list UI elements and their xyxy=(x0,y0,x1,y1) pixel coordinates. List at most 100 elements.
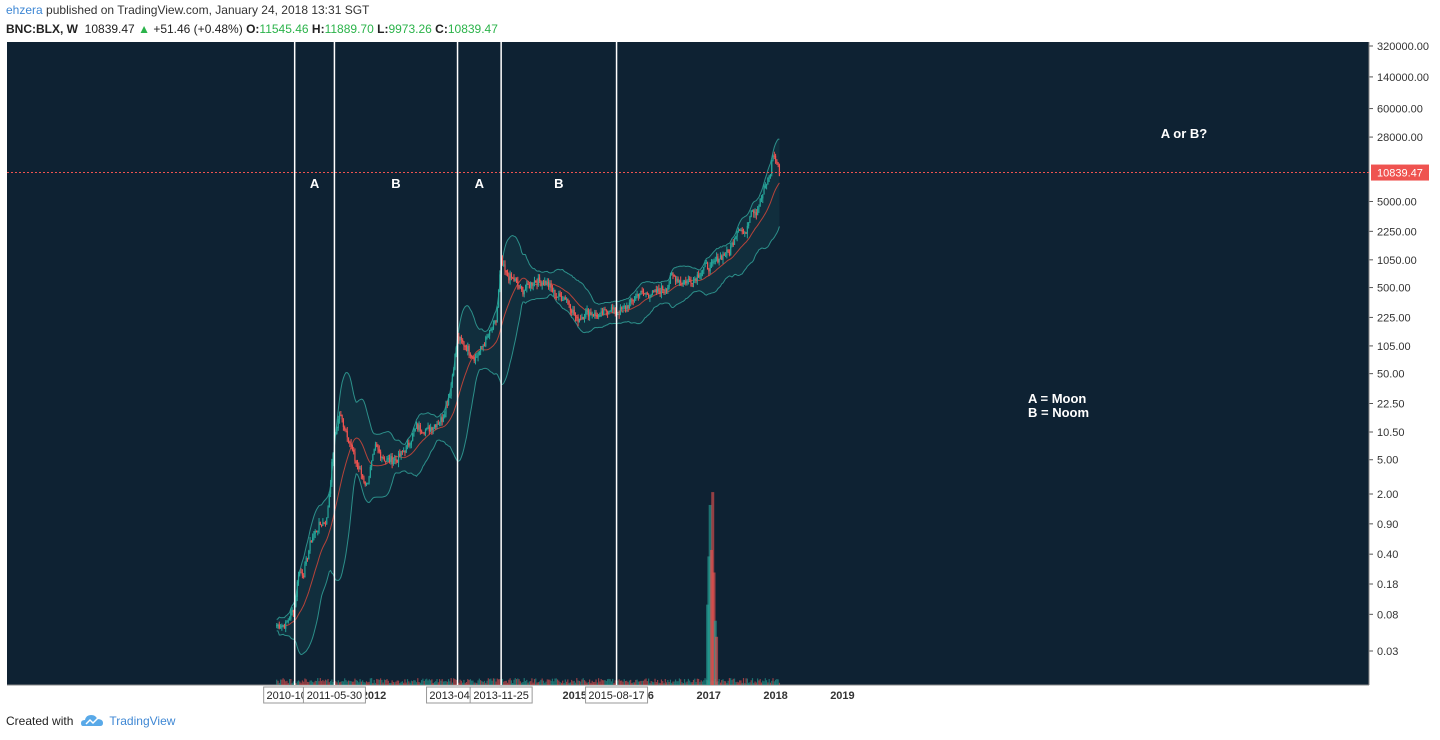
candle-body xyxy=(386,458,388,462)
candle-body xyxy=(533,280,536,285)
volume-bar xyxy=(414,680,416,685)
candle-body xyxy=(678,280,680,283)
candle-body xyxy=(644,293,646,295)
volume-bar xyxy=(290,678,292,685)
candle-body xyxy=(583,317,586,320)
candle-body xyxy=(367,483,369,485)
candle-body xyxy=(310,541,312,543)
candle-body xyxy=(418,425,420,430)
candle-body xyxy=(486,336,488,338)
candle-body xyxy=(431,427,433,431)
candle-body xyxy=(524,288,527,291)
volume-bar xyxy=(624,681,627,685)
candle-body xyxy=(728,251,731,255)
volume-bar xyxy=(533,679,536,685)
candle-body xyxy=(639,294,641,297)
candle-body xyxy=(376,444,378,447)
volume-bar xyxy=(604,680,606,685)
candle-body xyxy=(497,290,500,307)
candle-body xyxy=(710,262,713,266)
volume-bar xyxy=(319,678,321,685)
low-value: 9973.26 xyxy=(388,22,432,36)
volume-bar xyxy=(329,680,332,685)
marker-date-label: 2011-05-30 xyxy=(307,690,362,702)
volume-bar xyxy=(636,679,638,685)
candle-body xyxy=(371,460,373,468)
volume-bar xyxy=(291,682,293,685)
candle-body xyxy=(354,451,356,462)
marker-date-badge xyxy=(302,686,366,704)
candle-body xyxy=(673,274,675,277)
candle-body xyxy=(610,307,613,312)
candle-body xyxy=(449,396,451,398)
volume-bar xyxy=(537,682,539,685)
candles-group xyxy=(276,151,781,633)
volume-bar xyxy=(367,682,369,685)
volume-bar xyxy=(473,682,475,685)
candle-body xyxy=(536,282,538,286)
volume-bar xyxy=(621,680,623,685)
candle-body xyxy=(364,481,366,486)
volume-bar xyxy=(619,680,622,685)
candle-body xyxy=(640,290,642,295)
volume-bar xyxy=(665,682,668,685)
volume-bar xyxy=(460,680,462,685)
volume-bar xyxy=(471,680,473,685)
tradingview-link[interactable]: TradingView xyxy=(109,714,176,728)
candle-body xyxy=(278,624,280,629)
y-tick-label: 0.03 xyxy=(1377,646,1398,658)
volume-bar xyxy=(590,682,592,685)
candle-body xyxy=(774,155,777,161)
volume-bar xyxy=(539,681,541,685)
candle-body xyxy=(677,278,679,283)
volume-bar xyxy=(458,682,460,685)
volume-bar xyxy=(580,681,582,685)
volume-bar xyxy=(728,678,731,685)
candle-body xyxy=(410,440,412,445)
candle-body xyxy=(669,274,672,284)
candle-body xyxy=(471,355,473,357)
volume-bar xyxy=(673,681,675,685)
candle-body xyxy=(319,521,321,526)
candle-body xyxy=(764,185,766,188)
candle-body xyxy=(397,453,400,463)
volume-bar xyxy=(585,681,587,685)
marker-date-badge xyxy=(469,686,533,704)
candle-body xyxy=(421,431,423,433)
candle-body xyxy=(551,288,554,292)
volume-bar xyxy=(627,682,629,685)
candle-body xyxy=(360,468,362,475)
y-tick-label: 2.00 xyxy=(1377,489,1398,501)
candle-body xyxy=(604,309,606,311)
volume-bar xyxy=(476,682,478,685)
candle-body xyxy=(327,507,329,518)
candle-body xyxy=(287,620,289,622)
y-tick-label: 0.08 xyxy=(1377,609,1398,621)
volume-bar xyxy=(295,682,297,685)
candle-body xyxy=(655,289,657,293)
volume-bar xyxy=(562,680,564,685)
candle-body xyxy=(549,284,551,288)
volume-bar xyxy=(403,682,405,685)
candle-body xyxy=(731,242,733,247)
candle-body xyxy=(436,423,438,428)
volume-bar xyxy=(281,679,283,685)
candle-body xyxy=(707,262,709,270)
candle-body xyxy=(751,210,754,212)
volume-bar xyxy=(360,681,362,685)
author-link[interactable]: ehzera xyxy=(6,3,43,17)
volume-bar xyxy=(376,678,378,685)
volume-bar xyxy=(641,680,643,685)
candle-body xyxy=(358,465,360,469)
volume-bar xyxy=(506,682,509,685)
candle-body xyxy=(553,289,555,292)
volume-bar xyxy=(504,680,506,685)
volume-bar xyxy=(418,682,420,685)
volume-bar xyxy=(741,682,743,685)
candle-body xyxy=(528,284,530,289)
candle-body xyxy=(362,474,364,478)
candle-body xyxy=(755,212,757,216)
candle-body xyxy=(767,177,769,185)
candle-body xyxy=(773,155,775,157)
